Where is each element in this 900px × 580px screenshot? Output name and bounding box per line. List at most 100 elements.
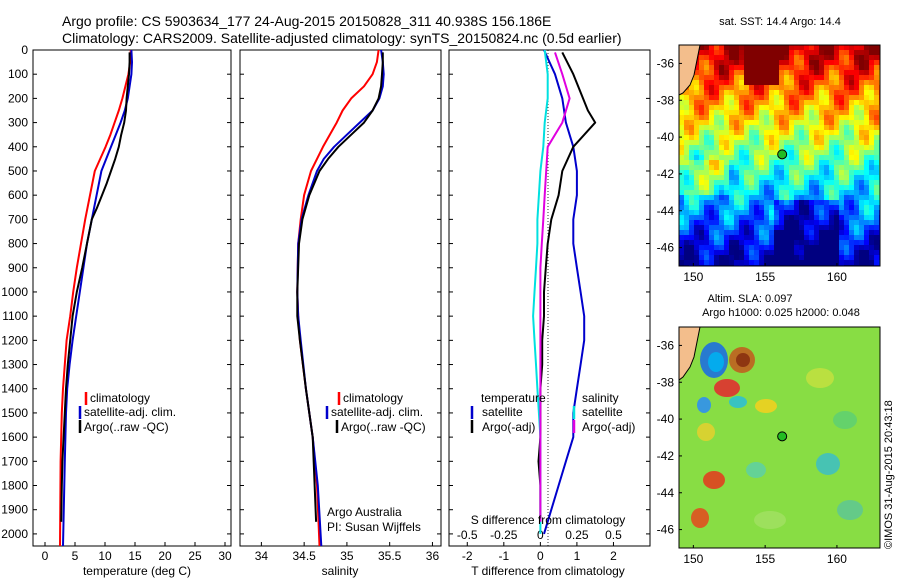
sla-anomaly-blob bbox=[697, 423, 715, 441]
sst-cell bbox=[764, 95, 770, 101]
sst-cell bbox=[739, 130, 745, 136]
sst-cell bbox=[864, 185, 870, 191]
series-line-salinity-argo-adj bbox=[539, 52, 571, 522]
sst-cell bbox=[824, 120, 830, 126]
sst-cell bbox=[774, 160, 780, 166]
sst-cell bbox=[839, 235, 845, 241]
sst-cell bbox=[809, 225, 815, 231]
sst-cell bbox=[754, 125, 760, 131]
sst-cell bbox=[824, 230, 830, 236]
sst-cell bbox=[779, 210, 785, 216]
sst-cell bbox=[789, 90, 795, 96]
sst-cell bbox=[794, 160, 800, 166]
sst-cell bbox=[709, 90, 715, 96]
sst-cell bbox=[679, 210, 685, 216]
sst-cell bbox=[824, 135, 830, 141]
sst-cell bbox=[864, 105, 870, 111]
sst-cell bbox=[839, 140, 845, 146]
sst-cell bbox=[749, 140, 755, 146]
sst-cell bbox=[744, 230, 750, 236]
sst-cell bbox=[869, 115, 875, 121]
sst-cell bbox=[749, 235, 755, 241]
sst-cell bbox=[754, 230, 760, 236]
sla-anomaly-blob bbox=[714, 379, 740, 397]
sst-cell bbox=[729, 225, 735, 231]
depth-tick-label: 1900 bbox=[1, 503, 28, 517]
sst-cell bbox=[759, 135, 765, 141]
sst-cell bbox=[729, 85, 735, 91]
sst-cell bbox=[864, 135, 870, 141]
sst-cell bbox=[854, 95, 860, 101]
latitude-tick-label: -46 bbox=[657, 241, 675, 255]
sst-cell bbox=[784, 70, 790, 76]
sst-cell bbox=[859, 235, 865, 241]
sst-cell bbox=[859, 85, 865, 91]
sst-cell bbox=[809, 60, 815, 66]
sst-cell bbox=[789, 115, 795, 121]
sst-cell bbox=[689, 235, 695, 241]
sst-cell bbox=[689, 230, 695, 236]
sst-cell bbox=[829, 130, 835, 136]
sst-cell bbox=[804, 130, 810, 136]
sst-cell bbox=[724, 245, 730, 251]
sst-cell bbox=[824, 195, 830, 201]
depth-tick-label: 2000 bbox=[1, 527, 28, 541]
sst-cell bbox=[689, 175, 695, 181]
sst-cell bbox=[779, 110, 785, 116]
sst-cell bbox=[684, 130, 690, 136]
sst-cell bbox=[819, 95, 825, 101]
sst-cell bbox=[794, 260, 800, 266]
sst-cell bbox=[824, 210, 830, 216]
sst-cell bbox=[764, 175, 770, 181]
sst-cell bbox=[844, 105, 850, 111]
sst-cell bbox=[709, 250, 715, 256]
sst-cell bbox=[704, 130, 710, 136]
x-tick-label: 25 bbox=[188, 549, 202, 563]
sst-cell bbox=[759, 90, 765, 96]
sst-cell bbox=[749, 125, 755, 131]
sst-cell bbox=[784, 75, 790, 81]
sst-cell bbox=[839, 110, 845, 116]
sst-cell bbox=[809, 205, 815, 211]
sst-cell bbox=[704, 80, 710, 86]
sst-cell bbox=[774, 230, 780, 236]
sst-cell bbox=[684, 215, 690, 221]
sst-cell bbox=[814, 105, 820, 111]
legend-argo-label: Argo(..raw -QC) bbox=[84, 420, 169, 434]
sst-cell bbox=[819, 135, 825, 141]
depth-tick-label: 1100 bbox=[2, 309, 28, 323]
sst-cell bbox=[839, 120, 845, 126]
sst-cell bbox=[774, 205, 780, 211]
sst-cell bbox=[804, 105, 810, 111]
sst-cell bbox=[724, 150, 730, 156]
sst-cell bbox=[834, 170, 840, 176]
sla-argo-position-marker bbox=[777, 431, 788, 442]
sst-cell bbox=[739, 110, 745, 116]
sst-cell bbox=[754, 225, 760, 231]
sst-cell bbox=[749, 115, 755, 121]
sst-cell bbox=[759, 45, 765, 51]
sst-cell bbox=[789, 45, 795, 51]
sst-cell bbox=[859, 80, 865, 86]
sst-cell bbox=[759, 65, 765, 71]
sst-cell bbox=[859, 75, 865, 81]
sst-cell bbox=[809, 125, 815, 131]
sla-anomaly-blob bbox=[806, 368, 834, 388]
sst-cell bbox=[844, 125, 850, 131]
sst-cell bbox=[799, 60, 805, 66]
sst-cell bbox=[764, 250, 770, 256]
sst-cell bbox=[759, 185, 765, 191]
sst-cell bbox=[829, 105, 835, 111]
sst-cell bbox=[869, 80, 875, 86]
sst-cell bbox=[874, 125, 880, 131]
sst-cell bbox=[874, 260, 880, 266]
sst-cell bbox=[764, 205, 770, 211]
sst-cell bbox=[749, 165, 755, 171]
sst-cell bbox=[819, 80, 825, 86]
sst-cell bbox=[699, 225, 705, 231]
sst-cell bbox=[684, 185, 690, 191]
sst-cell bbox=[824, 160, 830, 166]
sst-cell bbox=[729, 160, 735, 166]
sst-cell bbox=[699, 100, 705, 106]
sst-cell bbox=[704, 65, 710, 71]
